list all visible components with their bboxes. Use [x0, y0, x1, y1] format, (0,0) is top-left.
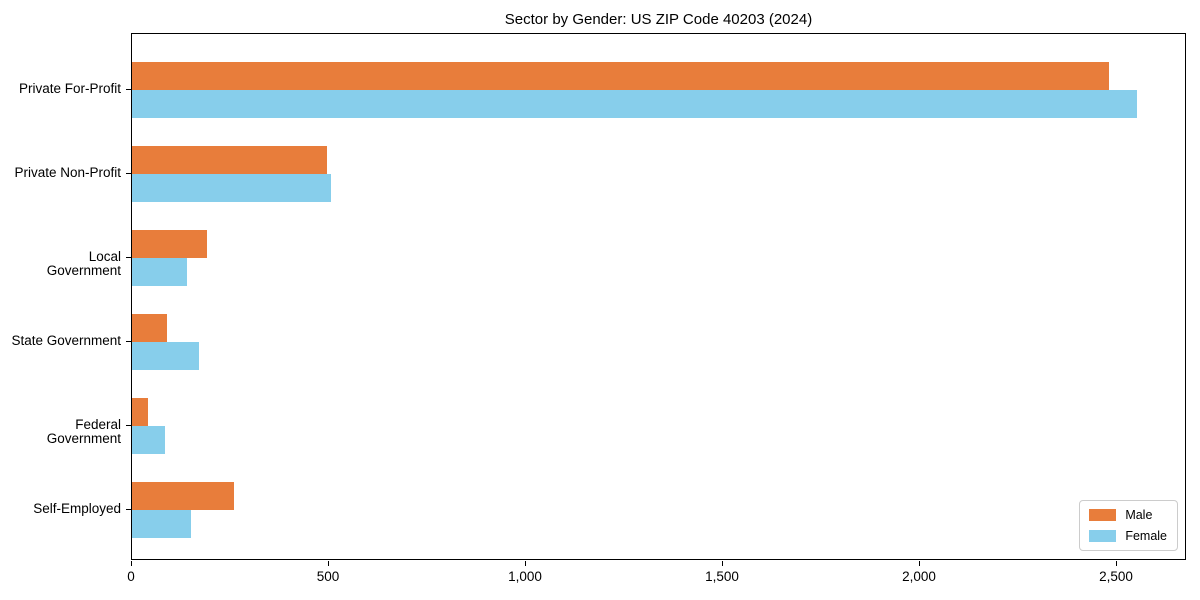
male-bar [132, 230, 207, 258]
x-tick-label: 2,500 [1099, 569, 1133, 584]
chart-title: Sector by Gender: US ZIP Code 40203 (202… [504, 11, 813, 28]
x-tick-label: 1,000 [508, 569, 542, 584]
male-bar [132, 146, 327, 174]
y-tick-label: Self-Employed [33, 501, 121, 516]
y-tick-label: Private Non-Profit [14, 165, 121, 180]
x-tick-mark [525, 561, 526, 566]
x-tick-mark [919, 561, 920, 566]
male-bar [132, 482, 234, 510]
female-swatch [1089, 530, 1117, 542]
y-tick-mark [126, 173, 131, 174]
male-bar [132, 62, 1109, 90]
x-tick-label: 500 [316, 569, 340, 584]
male-bar [132, 314, 167, 342]
legend-entry: Female [1089, 529, 1167, 543]
plot-area: Male Female [131, 33, 1186, 560]
legend: Male Female [1079, 500, 1178, 551]
legend-label: Female [1125, 529, 1167, 543]
male-bar [132, 398, 148, 426]
x-tick-label: 1,500 [705, 569, 739, 584]
female-bar [132, 90, 1137, 118]
x-tick-mark [722, 561, 723, 566]
legend-label: Male [1125, 508, 1153, 522]
y-tick-label: Local Government [46, 249, 121, 278]
y-tick-mark [126, 341, 131, 342]
y-tick-mark [126, 257, 131, 258]
female-bar [132, 174, 331, 202]
x-tick-mark [328, 561, 329, 566]
female-bar [132, 258, 187, 286]
male-swatch [1089, 509, 1117, 521]
y-tick-label: Private For-Profit [18, 81, 121, 96]
female-bar [132, 510, 191, 538]
y-tick-label: Federal Government [46, 417, 121, 446]
female-bar [132, 426, 165, 454]
x-tick-label: 0 [127, 569, 135, 584]
y-tick-mark [126, 425, 131, 426]
x-tick-mark [1116, 561, 1117, 566]
x-tick-label: 2,000 [902, 569, 936, 584]
x-tick-mark [131, 561, 132, 566]
y-tick-mark [126, 89, 131, 90]
y-tick-label: State Government [11, 333, 121, 348]
legend-entry: Male [1089, 508, 1167, 522]
y-tick-mark [126, 509, 131, 510]
female-bar [132, 342, 199, 370]
